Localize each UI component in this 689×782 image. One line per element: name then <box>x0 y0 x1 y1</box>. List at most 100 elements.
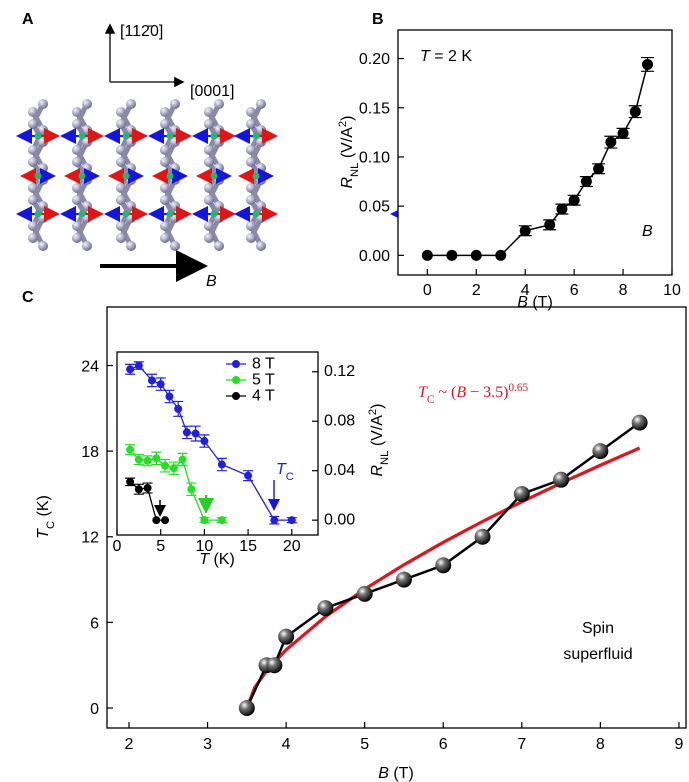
data-point <box>217 460 226 469</box>
data-point <box>593 163 605 175</box>
legend-label: 5 T <box>252 372 275 389</box>
y-axis-title-part: C <box>45 521 57 529</box>
atom <box>38 241 48 251</box>
annotation-part: C <box>286 471 294 483</box>
data-point <box>147 376 156 385</box>
y-tick-label: 0.20 <box>359 51 390 68</box>
atom <box>170 241 180 251</box>
atom <box>72 233 82 243</box>
atom-spin <box>78 210 86 218</box>
atom-spin <box>78 172 86 180</box>
annotation-part: − 3.5) <box>466 384 508 401</box>
data-point <box>174 404 183 413</box>
field-label: B <box>206 273 217 290</box>
data-point <box>605 136 617 148</box>
atom <box>126 99 136 109</box>
data-point <box>191 429 200 438</box>
data-point <box>134 485 143 494</box>
y-axis-title-part: T <box>35 528 52 539</box>
x-tick-label: 5 <box>360 736 369 753</box>
atom-spin <box>210 132 218 140</box>
annotation: TC <box>276 461 294 483</box>
legend-marker <box>232 392 240 400</box>
atom <box>256 99 266 109</box>
y-axis-title-part: (V/A <box>339 127 356 163</box>
atom <box>246 119 256 129</box>
data-point <box>161 461 170 470</box>
data-point <box>617 127 629 139</box>
note: Spin <box>582 620 614 637</box>
data-point <box>580 176 592 188</box>
legend-label: 4 T <box>252 388 275 405</box>
data-point <box>178 455 187 464</box>
x-axis-title-part: (T) <box>389 765 414 782</box>
data-point <box>270 516 279 525</box>
y-tick-label: 0.00 <box>324 511 355 528</box>
atom <box>28 233 38 243</box>
atom <box>82 99 92 109</box>
atom <box>160 233 170 243</box>
y-axis-title-part: R <box>339 177 356 189</box>
data-point <box>553 471 570 488</box>
atom-spin <box>252 210 260 218</box>
data-point <box>165 392 174 401</box>
y-tick-label: 0.05 <box>359 199 390 216</box>
x-tick-label: 4 <box>282 736 291 753</box>
x-tick-label: 8 <box>619 282 628 299</box>
atom <box>28 157 38 167</box>
data-point <box>238 700 255 717</box>
atom <box>38 99 48 109</box>
y-tick-label: 18 <box>81 444 99 461</box>
data-point <box>592 443 609 460</box>
data-point <box>134 455 143 464</box>
y-tick-label: 0.04 <box>324 462 355 479</box>
data-point <box>356 585 373 602</box>
plot-frame <box>116 351 319 536</box>
data-point <box>421 249 433 261</box>
x-axis-title-part: (T) <box>528 294 553 311</box>
atom <box>160 195 170 205</box>
data-point <box>126 365 135 374</box>
atom <box>204 195 214 205</box>
atom <box>204 157 214 167</box>
atom <box>246 157 256 167</box>
data-point <box>143 484 152 493</box>
annotation-part: 0.65 <box>509 382 529 394</box>
axis-label: [0001] <box>190 83 234 100</box>
x-tick-label: 15 <box>239 538 257 555</box>
panel-label: A <box>22 11 34 28</box>
annotation-part: B <box>456 384 466 401</box>
data-point <box>556 203 568 215</box>
atom <box>116 157 126 167</box>
atom <box>160 119 170 129</box>
atom-spin <box>34 210 42 218</box>
data-point <box>544 219 556 231</box>
annotation: T = 2 K <box>420 48 472 65</box>
atom <box>160 157 170 167</box>
atom-spin <box>122 172 130 180</box>
data-point <box>200 516 209 525</box>
y-axis-title-part: R <box>369 465 386 477</box>
chart: 0 2 4 6 8 10 0.00 0.05 0.10 0.15 0.20 <box>359 29 681 299</box>
data-point <box>568 194 580 206</box>
annotation-part: C <box>427 394 434 406</box>
data-point <box>182 428 191 437</box>
x-tick-label: 6 <box>439 736 448 753</box>
x-axis-title-part: T <box>199 551 210 568</box>
x-tick-label: 10 <box>663 282 681 299</box>
legend-label: 8 T <box>252 356 275 373</box>
x-axis-title-part: (K) <box>209 551 235 568</box>
y-tick-label: 12 <box>81 530 99 547</box>
annotation-part: T <box>418 384 428 401</box>
data-point <box>266 657 283 674</box>
atom <box>72 119 82 129</box>
x-tick-label: 0 <box>113 538 122 555</box>
x-axis-title: T (K) <box>199 551 235 568</box>
y-axis-title-part: (V/A <box>369 415 386 451</box>
atom <box>28 195 38 205</box>
y-axis-title-part: ) <box>369 404 386 409</box>
data-point <box>156 380 165 389</box>
legend-marker <box>232 376 240 384</box>
atom <box>116 233 126 243</box>
y-axis-title-part: ) <box>339 116 356 121</box>
